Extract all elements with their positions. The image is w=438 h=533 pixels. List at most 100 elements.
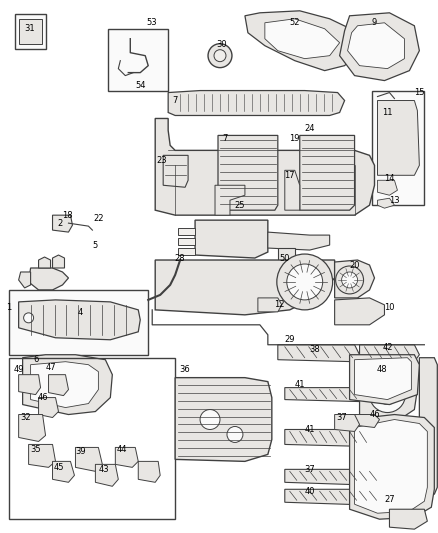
Text: 32: 32 bbox=[20, 413, 31, 422]
Text: 41: 41 bbox=[294, 380, 304, 389]
Text: 35: 35 bbox=[30, 445, 41, 454]
Text: 25: 25 bbox=[234, 201, 245, 209]
Text: 2: 2 bbox=[58, 219, 63, 228]
Polygon shape bbox=[277, 345, 359, 362]
Circle shape bbox=[276, 254, 332, 310]
Text: 38: 38 bbox=[309, 345, 319, 354]
Polygon shape bbox=[75, 447, 102, 471]
Text: 18: 18 bbox=[62, 211, 73, 220]
Polygon shape bbox=[28, 268, 68, 290]
Polygon shape bbox=[347, 23, 403, 69]
Circle shape bbox=[377, 385, 396, 405]
Text: 19: 19 bbox=[289, 134, 299, 143]
Text: 43: 43 bbox=[99, 465, 110, 474]
Text: 52: 52 bbox=[289, 18, 299, 27]
Text: 42: 42 bbox=[381, 343, 392, 352]
Text: 1: 1 bbox=[6, 303, 11, 312]
Polygon shape bbox=[277, 248, 294, 262]
Text: 53: 53 bbox=[145, 18, 156, 27]
Bar bbox=[9, 290, 148, 355]
Text: 29: 29 bbox=[284, 335, 294, 344]
Polygon shape bbox=[267, 232, 329, 250]
Text: 37: 37 bbox=[336, 413, 346, 422]
Text: 4: 4 bbox=[78, 309, 83, 317]
Text: 45: 45 bbox=[53, 463, 64, 472]
Text: 5: 5 bbox=[92, 240, 98, 249]
Text: 11: 11 bbox=[381, 108, 392, 117]
Text: 46: 46 bbox=[37, 393, 48, 402]
Polygon shape bbox=[334, 260, 374, 298]
Polygon shape bbox=[284, 470, 378, 486]
Text: 17: 17 bbox=[284, 171, 294, 180]
Text: 12: 12 bbox=[274, 301, 284, 309]
Text: 31: 31 bbox=[24, 25, 35, 33]
Polygon shape bbox=[178, 238, 194, 245]
Polygon shape bbox=[18, 415, 46, 441]
Polygon shape bbox=[377, 198, 394, 208]
Polygon shape bbox=[53, 255, 64, 268]
Polygon shape bbox=[334, 298, 384, 325]
Text: 20: 20 bbox=[349, 261, 359, 270]
Circle shape bbox=[369, 377, 404, 413]
Text: 24: 24 bbox=[304, 124, 314, 133]
Text: 54: 54 bbox=[135, 81, 145, 90]
Polygon shape bbox=[53, 462, 74, 482]
Bar bbox=[108, 29, 168, 91]
Polygon shape bbox=[53, 215, 72, 232]
Polygon shape bbox=[377, 180, 396, 195]
Circle shape bbox=[226, 426, 242, 442]
Text: 44: 44 bbox=[117, 445, 127, 454]
Polygon shape bbox=[359, 345, 418, 362]
Bar bbox=[371, 91, 424, 205]
Polygon shape bbox=[18, 300, 140, 340]
Text: 7: 7 bbox=[222, 134, 227, 143]
Text: 23: 23 bbox=[156, 156, 167, 165]
Text: 50: 50 bbox=[279, 254, 290, 263]
Polygon shape bbox=[178, 248, 194, 255]
Text: 39: 39 bbox=[75, 447, 85, 456]
Bar bbox=[18, 19, 42, 44]
Polygon shape bbox=[178, 228, 194, 235]
Polygon shape bbox=[389, 509, 426, 529]
Polygon shape bbox=[175, 378, 271, 462]
Polygon shape bbox=[115, 447, 138, 467]
Polygon shape bbox=[218, 135, 277, 210]
Text: 13: 13 bbox=[388, 196, 399, 205]
Polygon shape bbox=[155, 118, 374, 215]
Text: 14: 14 bbox=[383, 174, 394, 183]
Text: 41: 41 bbox=[304, 425, 314, 434]
Polygon shape bbox=[264, 19, 339, 59]
Circle shape bbox=[24, 313, 34, 323]
Circle shape bbox=[200, 409, 219, 430]
Text: 49: 49 bbox=[13, 365, 24, 374]
Polygon shape bbox=[49, 375, 68, 395]
Bar bbox=[9, 358, 175, 519]
Text: 9: 9 bbox=[371, 18, 376, 27]
Circle shape bbox=[208, 44, 231, 68]
Polygon shape bbox=[18, 272, 31, 288]
Polygon shape bbox=[163, 155, 187, 187]
Polygon shape bbox=[39, 398, 58, 417]
Polygon shape bbox=[138, 462, 160, 482]
Polygon shape bbox=[334, 415, 359, 432]
Polygon shape bbox=[284, 171, 299, 210]
Polygon shape bbox=[359, 370, 417, 419]
Circle shape bbox=[286, 264, 322, 300]
Text: 10: 10 bbox=[383, 303, 394, 312]
Polygon shape bbox=[418, 358, 436, 494]
Polygon shape bbox=[349, 415, 378, 427]
Text: 30: 30 bbox=[216, 40, 227, 49]
Polygon shape bbox=[39, 257, 50, 268]
Polygon shape bbox=[194, 220, 267, 258]
Polygon shape bbox=[354, 419, 426, 513]
Text: 6: 6 bbox=[33, 355, 38, 364]
Polygon shape bbox=[299, 135, 354, 210]
Text: 28: 28 bbox=[174, 254, 185, 263]
Text: 48: 48 bbox=[375, 365, 386, 374]
Polygon shape bbox=[284, 430, 369, 447]
Text: 37: 37 bbox=[304, 465, 314, 474]
Text: 40: 40 bbox=[304, 487, 314, 496]
Polygon shape bbox=[339, 13, 418, 80]
Polygon shape bbox=[354, 358, 410, 400]
Polygon shape bbox=[95, 464, 118, 486]
